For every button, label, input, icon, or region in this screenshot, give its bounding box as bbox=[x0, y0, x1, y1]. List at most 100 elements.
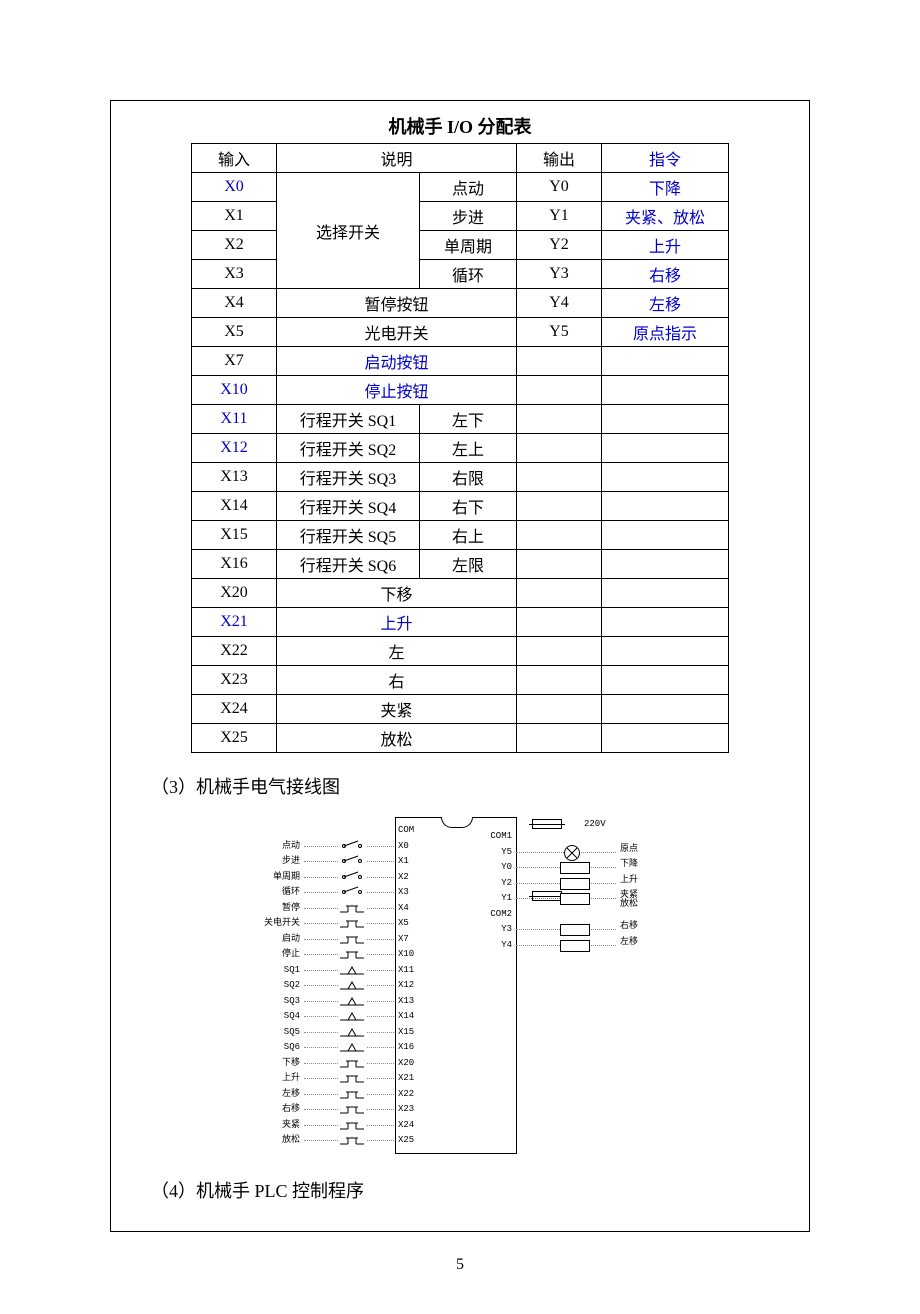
limit-icon bbox=[338, 995, 366, 1007]
cell-output bbox=[517, 666, 602, 695]
btn-icon bbox=[338, 1119, 366, 1131]
wiring-right-row: Y4左移 bbox=[260, 938, 660, 952]
cell-mode: 左下 bbox=[420, 405, 517, 434]
actuator-box-icon bbox=[560, 940, 590, 952]
cell-mode: 左上 bbox=[420, 434, 517, 463]
plc-pin-right: COM1 bbox=[482, 829, 512, 843]
plc-pin-left: X25 bbox=[398, 1133, 428, 1147]
input-label: 左移 bbox=[260, 1087, 300, 1101]
cell-input: X5 bbox=[192, 318, 277, 347]
lamp-icon bbox=[564, 845, 580, 861]
cell-cmd: 右移 bbox=[602, 260, 729, 289]
table-row: X0选择开关点动Y0下降 bbox=[192, 173, 729, 202]
wiring-left-row: SQ6X16 bbox=[260, 1040, 660, 1054]
io-allocation-table: 输入 说明 输出 指令 X0选择开关点动Y0下降X1步进Y1夹紧、放松X2单周期… bbox=[191, 143, 729, 753]
cell-mode: 步进 bbox=[420, 202, 517, 231]
cell-input: X10 bbox=[192, 376, 277, 405]
plc-pin-left: X23 bbox=[398, 1102, 428, 1116]
section-3-heading: （3）机械手电气接线图 bbox=[111, 753, 809, 807]
cell-mode: 单周期 bbox=[420, 231, 517, 260]
cell-output bbox=[517, 521, 602, 550]
plc-pin-left: X13 bbox=[398, 994, 428, 1008]
wiring-left-row: 右移X23 bbox=[260, 1102, 660, 1116]
cell-desc: 行程开关 SQ3 bbox=[277, 463, 420, 492]
cell-input: X21 bbox=[192, 608, 277, 637]
plc-pin-left: X22 bbox=[398, 1087, 428, 1101]
cell-output bbox=[517, 724, 602, 753]
cell-mode: 右上 bbox=[420, 521, 517, 550]
cell-desc: 夹紧 bbox=[277, 695, 517, 724]
table-row: X11行程开关 SQ1左下 bbox=[192, 405, 729, 434]
wiring-left-row: 夹紧X24 bbox=[260, 1118, 660, 1132]
cell-input: X24 bbox=[192, 695, 277, 724]
input-label: SQ4 bbox=[260, 1009, 300, 1023]
btn-icon bbox=[338, 1057, 366, 1069]
th-cmd: 指令 bbox=[602, 144, 729, 173]
cell-output bbox=[517, 405, 602, 434]
cell-input: X25 bbox=[192, 724, 277, 753]
limit-icon bbox=[338, 964, 366, 976]
content-frame: 机械手 I/O 分配表 输入 说明 输出 指令 X0选择开关点动Y0下降X1步进… bbox=[110, 100, 810, 1232]
cell-input: X0 bbox=[192, 173, 277, 202]
wiring-diagram: FU1 220V FU2 COM点动X0步进X1单周期X2循环X3暂停X4关电开… bbox=[260, 817, 660, 1157]
plc-pin-left: X15 bbox=[398, 1025, 428, 1039]
plc-pin-left: X21 bbox=[398, 1071, 428, 1085]
plc-pin-left: X14 bbox=[398, 1009, 428, 1023]
wiring-left-row: SQ3 X13 bbox=[260, 994, 660, 1008]
cell-cmd bbox=[602, 434, 729, 463]
cell-input: X4 bbox=[192, 289, 277, 318]
cell-output: Y4 bbox=[517, 289, 602, 318]
cell-desc: 行程开关 SQ6 bbox=[277, 550, 420, 579]
input-label: SQ1 bbox=[260, 963, 300, 977]
table-row: X10停止按钮 bbox=[192, 376, 729, 405]
cell-output bbox=[517, 695, 602, 724]
actuator-box-icon bbox=[560, 893, 590, 905]
input-label: 下移 bbox=[260, 1056, 300, 1070]
cell-output: Y3 bbox=[517, 260, 602, 289]
cell-cmd bbox=[602, 405, 729, 434]
table-row: X3循环Y3右移 bbox=[192, 260, 729, 289]
table-row: X16行程开关 SQ6左限 bbox=[192, 550, 729, 579]
cell-output: Y2 bbox=[517, 231, 602, 260]
table-row: X5光电开关Y5原点指示 bbox=[192, 318, 729, 347]
cell-output bbox=[517, 608, 602, 637]
cell-cmd: 下降 bbox=[602, 173, 729, 202]
cell-input: X22 bbox=[192, 637, 277, 666]
cell-mode: 右下 bbox=[420, 492, 517, 521]
table-row: X13行程开关 SQ3右限 bbox=[192, 463, 729, 492]
input-label: SQ5 bbox=[260, 1025, 300, 1039]
cell-cmd bbox=[602, 608, 729, 637]
cell-output bbox=[517, 550, 602, 579]
cell-desc: 行程开关 SQ2 bbox=[277, 434, 420, 463]
th-output: 输出 bbox=[517, 144, 602, 173]
cell-desc: 行程开关 SQ5 bbox=[277, 521, 420, 550]
plc-pin-right: Y3 bbox=[482, 922, 512, 936]
wiring-right-row: Y5原点 bbox=[260, 845, 660, 859]
page-number: 5 bbox=[110, 1232, 810, 1274]
plc-pin-right: Y2 bbox=[482, 876, 512, 890]
cell-cmd bbox=[602, 347, 729, 376]
table-row: X25放松 bbox=[192, 724, 729, 753]
input-label: SQ3 bbox=[260, 994, 300, 1008]
cell-input: X12 bbox=[192, 434, 277, 463]
cell-output bbox=[517, 492, 602, 521]
table-title: 机械手 I/O 分配表 bbox=[111, 101, 809, 143]
cell-input: X23 bbox=[192, 666, 277, 695]
cell-cmd bbox=[602, 695, 729, 724]
input-label: 夹紧 bbox=[260, 1118, 300, 1132]
wiring-left-row: 左移 X22 bbox=[260, 1087, 660, 1101]
cell-input: X11 bbox=[192, 405, 277, 434]
wiring-left-row: 上升 X21 bbox=[260, 1071, 660, 1085]
cell-desc: 光电开关 bbox=[277, 318, 517, 347]
table-row: X20下移 bbox=[192, 579, 729, 608]
input-label: 上升 bbox=[260, 1071, 300, 1085]
cell-desc: 放松 bbox=[277, 724, 517, 753]
limit-icon bbox=[338, 1010, 366, 1022]
cell-output bbox=[517, 463, 602, 492]
cell-input: X15 bbox=[192, 521, 277, 550]
table-header-row: 输入 说明 输出 指令 bbox=[192, 144, 729, 173]
input-label: 放松 bbox=[260, 1133, 300, 1147]
cell-input: X2 bbox=[192, 231, 277, 260]
cell-desc: 行程开关 SQ4 bbox=[277, 492, 420, 521]
wiring-right-row: Y2上升 bbox=[260, 876, 660, 890]
